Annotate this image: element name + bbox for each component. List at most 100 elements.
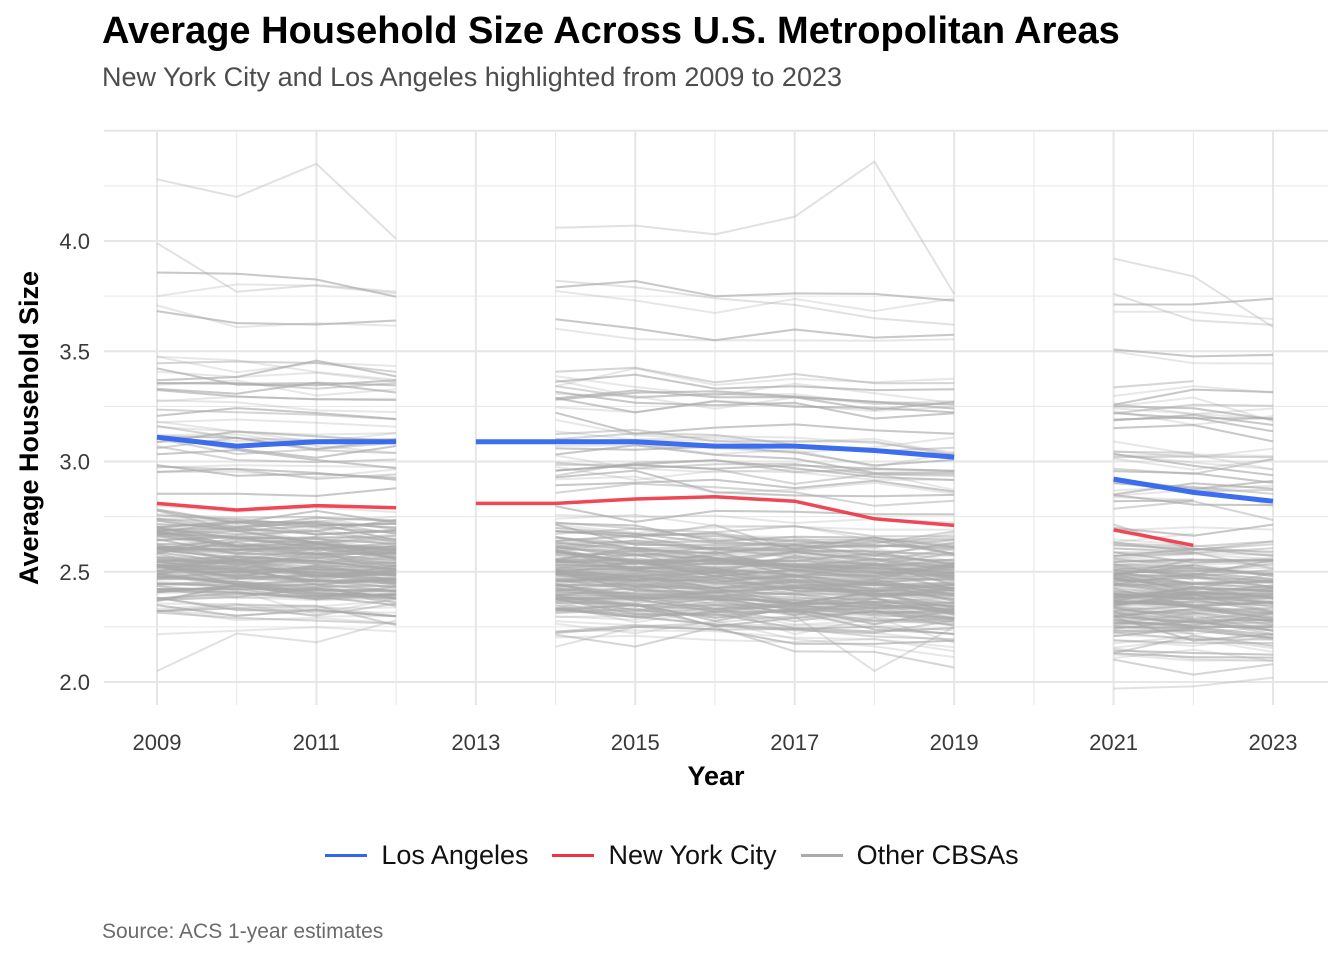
cbsa-line xyxy=(156,283,1274,321)
cbsa-line xyxy=(156,604,1274,659)
cbsa-line xyxy=(156,559,1194,602)
cbsa-line xyxy=(156,521,1194,553)
cbsa-line xyxy=(156,523,1274,599)
cbsa-line xyxy=(156,464,1194,503)
x-tick-label: 2019 xyxy=(930,730,979,755)
cbsa-line xyxy=(156,588,1274,650)
chart-title: Average Household Size Across U.S. Metro… xyxy=(102,10,1120,52)
cbsa-line xyxy=(156,554,1274,600)
cbsa-line xyxy=(156,573,1274,620)
cbsa-line xyxy=(156,566,1194,618)
legend-item-new-york-city: New York City xyxy=(552,840,777,871)
cbsa-line xyxy=(156,538,1274,607)
cbsa-line xyxy=(156,591,1274,640)
cbsa-line xyxy=(156,583,1194,607)
cbsa-line xyxy=(156,599,1194,635)
cbsa-line xyxy=(156,532,1274,567)
cbsa-line xyxy=(156,564,1274,615)
cbsa-line xyxy=(156,560,1194,607)
cbsa-line xyxy=(156,604,1274,659)
cbsa-line xyxy=(156,529,1274,600)
cbsa-line xyxy=(156,584,1274,627)
chart-subtitle: New York City and Los Angeles highlighte… xyxy=(102,62,842,92)
cbsa-line xyxy=(156,550,1274,591)
cbsa-line xyxy=(156,558,1194,608)
cbsa-line xyxy=(156,407,1274,443)
cbsa-line xyxy=(156,549,1274,570)
cbsa-line xyxy=(156,370,1274,416)
cbsa-line xyxy=(156,545,1274,598)
cbsa-line xyxy=(156,430,1274,477)
cbsa-line xyxy=(156,541,1274,607)
cbsa-line xyxy=(156,548,1274,578)
cbsa-line xyxy=(156,271,1274,306)
cbsa-line xyxy=(156,564,1274,605)
cbsa-line xyxy=(156,445,1274,477)
cbsa-line xyxy=(156,359,1274,406)
cbsa-line xyxy=(156,611,1274,676)
x-axis-title: Year xyxy=(687,761,745,791)
cbsa-line xyxy=(156,535,1274,576)
cbsa-line xyxy=(156,549,1274,608)
cbsa-line xyxy=(156,564,1274,599)
cbsa-line xyxy=(156,554,1274,585)
cbsa-line xyxy=(156,574,1274,623)
cbsa-line xyxy=(156,570,1194,629)
cbsa-line xyxy=(156,521,1274,564)
cbsa-line xyxy=(156,553,1194,598)
cbsa-line xyxy=(156,587,1274,625)
cbsa-line xyxy=(156,564,1274,596)
cbsa-line xyxy=(156,575,1274,641)
cbsa-line xyxy=(156,464,1194,503)
cbsa-line xyxy=(156,564,1274,613)
cbsa-line xyxy=(156,587,1274,625)
cbsa-line xyxy=(156,381,1274,433)
cbsa-line xyxy=(156,521,1274,564)
legend-swatch-los-angeles xyxy=(325,854,368,857)
cbsa-line xyxy=(156,538,1274,607)
cbsa-line xyxy=(156,529,1274,595)
cbsa-line xyxy=(156,559,1274,609)
y-axis-title: Average Household Size xyxy=(14,271,44,585)
cbsa-line xyxy=(156,516,1274,558)
cbsa-line xyxy=(156,541,1274,573)
cbsa-line xyxy=(156,563,1194,586)
y-tick-label: 2.5 xyxy=(59,560,90,585)
cbsa-line xyxy=(156,541,1274,573)
cbsa-line xyxy=(156,559,1274,603)
cbsa-line xyxy=(156,526,1274,570)
cbsa-line xyxy=(156,565,1274,621)
cbsa-line xyxy=(156,559,1274,600)
cbsa-line xyxy=(156,516,1274,558)
cbsa-line xyxy=(156,408,1274,459)
cbsa-line xyxy=(156,521,1194,553)
cbsa-line xyxy=(156,572,1274,628)
cbsa-line xyxy=(156,575,1274,641)
cbsa-line xyxy=(156,585,1194,632)
y-tick-label: 3.5 xyxy=(59,339,90,364)
cbsa-line xyxy=(156,381,1274,433)
cbsa-line xyxy=(156,568,1274,621)
cbsa-line xyxy=(156,570,1194,628)
cbsa-line xyxy=(156,521,1274,554)
cbsa-line xyxy=(156,564,1274,608)
cbsa-line xyxy=(156,518,1194,581)
cbsa-line xyxy=(156,549,1274,585)
cbsa-line xyxy=(156,564,1274,613)
cbsa-line xyxy=(156,430,1274,477)
cbsa-line xyxy=(156,626,1274,663)
cbsa-line xyxy=(156,596,1274,639)
cbsa-line xyxy=(156,367,1273,420)
cbsa-line xyxy=(156,528,1274,601)
los-angeles-line xyxy=(156,434,1274,504)
cbsa-line xyxy=(156,521,1274,564)
cbsa-line xyxy=(156,565,1274,599)
cbsa-line xyxy=(156,568,1274,621)
cbsa-line xyxy=(156,520,1274,576)
legend-swatch-other-cbsas xyxy=(800,854,843,857)
cbsa-line xyxy=(156,543,1274,596)
cbsa-line xyxy=(156,602,1194,635)
cbsa-line xyxy=(156,545,1274,598)
highlighted-lines xyxy=(156,434,1274,548)
